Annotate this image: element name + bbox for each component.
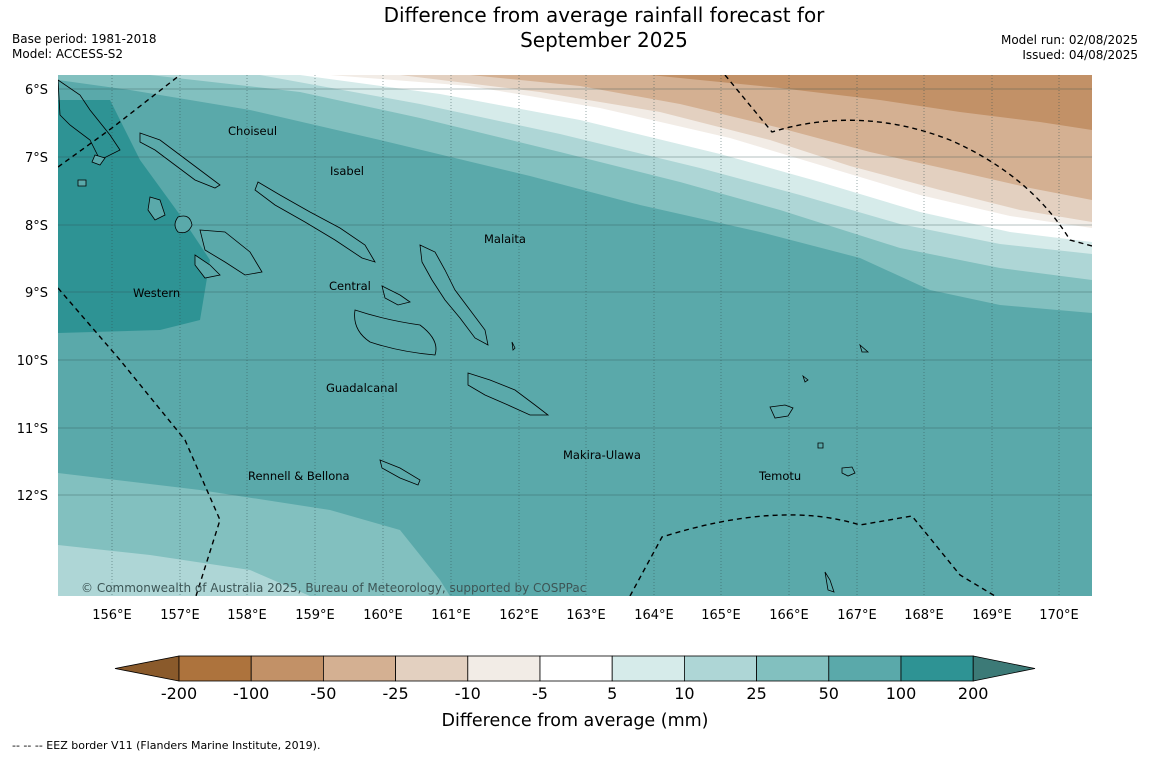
lon-label: 165°E (701, 608, 741, 623)
colorbar-extend-low (114, 655, 180, 682)
colorbar-tick-label: -10 (455, 684, 481, 703)
colorbar-swatch (395, 655, 469, 682)
lat-label: 7°S (25, 151, 48, 166)
lat-label: 10°S (17, 354, 48, 369)
label-isabel: Isabel (330, 164, 364, 178)
colorbar-tick-label: -50 (310, 684, 336, 703)
lon-label: 158°E (227, 608, 267, 623)
label-western: Western (133, 286, 180, 300)
lon-label: 161°E (431, 608, 471, 623)
lon-label: 162°E (499, 608, 539, 623)
label-temotu: Temotu (758, 469, 801, 483)
lon-label: 167°E (837, 608, 877, 623)
eez-borders (58, 75, 1092, 596)
colorbar-tick-label: -25 (383, 684, 409, 703)
colorbar-tick-label: 10 (674, 684, 694, 703)
eez-note: -- -- -- EEZ border V11 (Flanders Marine… (12, 739, 321, 752)
map-title: Difference from average rainfall forecas… (0, 3, 1150, 53)
lon-label: 164°E (634, 608, 674, 623)
lon-label: 160°E (363, 608, 403, 623)
model-run-info: Model run: 02/08/2025 Issued: 04/08/2025 (1001, 33, 1138, 63)
colorbar-swatch (467, 655, 541, 682)
colorbar-swatch (539, 655, 613, 682)
model-text: Model: ACCESS-S2 (12, 47, 124, 61)
colorbar-swatch (611, 655, 685, 682)
base-period-text: Base period: 1981-2018 (12, 32, 157, 46)
label-makira-ulawa: Makira-Ulawa (563, 448, 641, 462)
label-guadalcanal: Guadalcanal (326, 381, 398, 395)
colorbar-tick-label: -200 (161, 684, 197, 703)
colorbar-swatch (828, 655, 902, 682)
colorbar-swatches (114, 655, 1036, 682)
province-labels: Choiseul Isabel Malaita Western Central … (133, 124, 801, 483)
colorbar-tick-label: 100 (886, 684, 917, 703)
colorbar-swatch (322, 655, 396, 682)
map-title-line2: September 2025 (520, 28, 688, 52)
colorbar-tick-label: 25 (746, 684, 766, 703)
lon-label: 168°E (904, 608, 944, 623)
islands (58, 79, 870, 593)
colorbar-ticks: -200 -100 -50 -25 -10 -5 5 10 25 50 100 200 (161, 684, 989, 703)
colorbar-swatch (684, 655, 758, 682)
colorbar-tick-label: 5 (607, 684, 617, 703)
lat-labels: 6°S 7°S 8°S 9°S 10°S 11°S 12°S (17, 83, 48, 504)
rainfall-map: Choiseul Isabel Malaita Western Central … (58, 75, 1092, 596)
lon-label: 159°E (295, 608, 335, 623)
colorbar-swatch (178, 655, 252, 682)
colorbar-swatch (250, 655, 324, 682)
label-rennell-bellona: Rennell & Bellona (248, 469, 350, 483)
lon-label: 157°E (160, 608, 200, 623)
colorbar: -200 -100 -50 -25 -10 -5 5 10 25 50 100 200 Differe… (114, 655, 1036, 731)
colorbar-tick-label: -100 (233, 684, 269, 703)
lat-label: 6°S (25, 83, 48, 98)
label-choiseul: Choiseul (228, 124, 277, 138)
label-central: Central (329, 279, 371, 293)
colorbar-tick-label: 50 (819, 684, 839, 703)
colorbar-extend-high (972, 655, 1036, 682)
map-title-line1: Difference from average rainfall forecas… (383, 3, 825, 27)
lon-label: 156°E (92, 608, 132, 623)
lat-label: 9°S (25, 286, 48, 301)
colorbar-tick-label: 200 (958, 684, 989, 703)
lon-label: 170°E (1039, 608, 1079, 623)
base-period-info: Base period: 1981-2018 Model: ACCESS-S2 (12, 32, 157, 62)
lon-label: 169°E (972, 608, 1012, 623)
lon-label: 163°E (566, 608, 606, 623)
colorbar-swatch (900, 655, 974, 682)
copyright-text: © Commonwealth of Australia 2025, Bureau… (81, 581, 586, 595)
gridlines (58, 88, 1092, 496)
issued-text: Issued: 04/08/2025 (1022, 48, 1138, 62)
colorbar-swatch (756, 655, 830, 682)
label-malaita: Malaita (484, 232, 526, 246)
colorbar-title: Difference from average (mm) (441, 711, 708, 731)
colorbar-tick-label: -5 (532, 684, 548, 703)
band-10-25-south (58, 545, 310, 596)
lat-label: 11°S (17, 422, 48, 437)
lat-label: 8°S (25, 219, 48, 234)
lat-label: 12°S (17, 489, 48, 504)
lon-label: 166°E (769, 608, 809, 623)
model-run-text: Model run: 02/08/2025 (1000, 33, 1138, 47)
lon-labels: 156°E 157°E 158°E 159°E 160°E 161°E 162°… (92, 608, 1079, 623)
